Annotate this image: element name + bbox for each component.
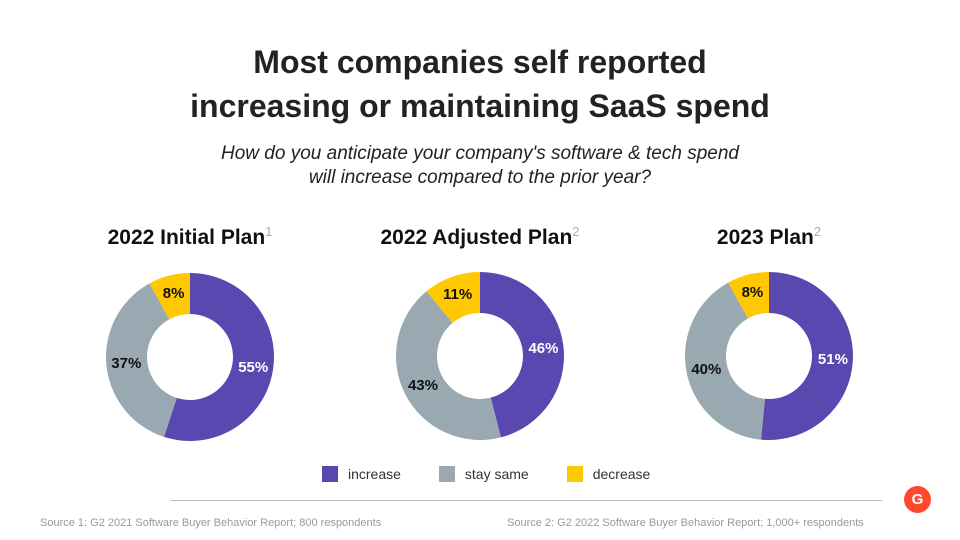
donut-slice-increase bbox=[761, 272, 853, 440]
chart-title-1: 2022 Initial Plan1 bbox=[45, 224, 335, 250]
chart-title-text: 2022 Adjusted Plan bbox=[380, 226, 573, 249]
data-label: 11% bbox=[443, 286, 472, 303]
subtitle: How do you anticipate your company's sof… bbox=[0, 142, 960, 190]
data-label: 8% bbox=[163, 285, 185, 302]
data-label: 8% bbox=[742, 284, 764, 301]
donut-slice-increase bbox=[480, 272, 564, 438]
donut-slice-decrease bbox=[728, 272, 769, 319]
legend-item-decrease: decrease bbox=[566, 466, 651, 482]
donut-slice-stay-same bbox=[396, 291, 501, 440]
legend: increase stay same decrease bbox=[322, 466, 688, 482]
data-label: 46% bbox=[528, 340, 558, 357]
subtitle-line-1: How do you anticipate your company's sof… bbox=[221, 143, 739, 164]
footnote-marker: 2 bbox=[572, 224, 580, 239]
chart-title-2: 2022 Adjusted Plan2 bbox=[335, 224, 625, 250]
source-2: Source 2: G2 2022 Software Buyer Behavio… bbox=[507, 517, 864, 529]
donut-slice-stay-same bbox=[105, 283, 177, 437]
chart-title-text: 2022 Initial Plan bbox=[107, 226, 266, 249]
data-label: 37% bbox=[111, 355, 141, 372]
legend-label: stay same bbox=[464, 466, 529, 482]
donut-slice-increase bbox=[164, 273, 274, 441]
chart-title-3: 2023 Plan2 bbox=[624, 224, 914, 250]
footnote-marker: 1 bbox=[265, 224, 273, 239]
donut-slice-stay-same bbox=[685, 282, 765, 440]
legend-swatch bbox=[438, 466, 455, 482]
title-line-2: increasing or maintaining SaaS spend bbox=[190, 88, 770, 124]
title-line-1: Most companies self reported bbox=[253, 44, 707, 80]
divider bbox=[170, 500, 882, 501]
legend-item-increase: increase bbox=[322, 466, 401, 482]
legend-label: decrease bbox=[592, 466, 651, 482]
data-label: 43% bbox=[408, 377, 438, 394]
donut-slice-decrease bbox=[149, 273, 190, 320]
legend-swatch bbox=[322, 466, 338, 482]
donut-slice-decrease bbox=[426, 272, 480, 323]
subtitle-line-2: will increase compared to the prior year… bbox=[308, 167, 652, 188]
legend-item-stay-same: stay same bbox=[438, 466, 529, 482]
chart-title-text: 2023 Plan bbox=[716, 226, 814, 249]
source-1: Source 1: G2 2021 Software Buyer Behavio… bbox=[40, 517, 382, 529]
legend-label: increase bbox=[348, 466, 401, 482]
data-label: 51% bbox=[818, 351, 848, 368]
data-label: 40% bbox=[691, 361, 721, 378]
data-label: 55% bbox=[238, 359, 268, 376]
page-title: Most companies self reported increasing o… bbox=[0, 40, 960, 128]
footnote-marker: 2 bbox=[813, 224, 822, 239]
g2-logo: G bbox=[904, 486, 931, 513]
legend-swatch bbox=[566, 466, 583, 482]
